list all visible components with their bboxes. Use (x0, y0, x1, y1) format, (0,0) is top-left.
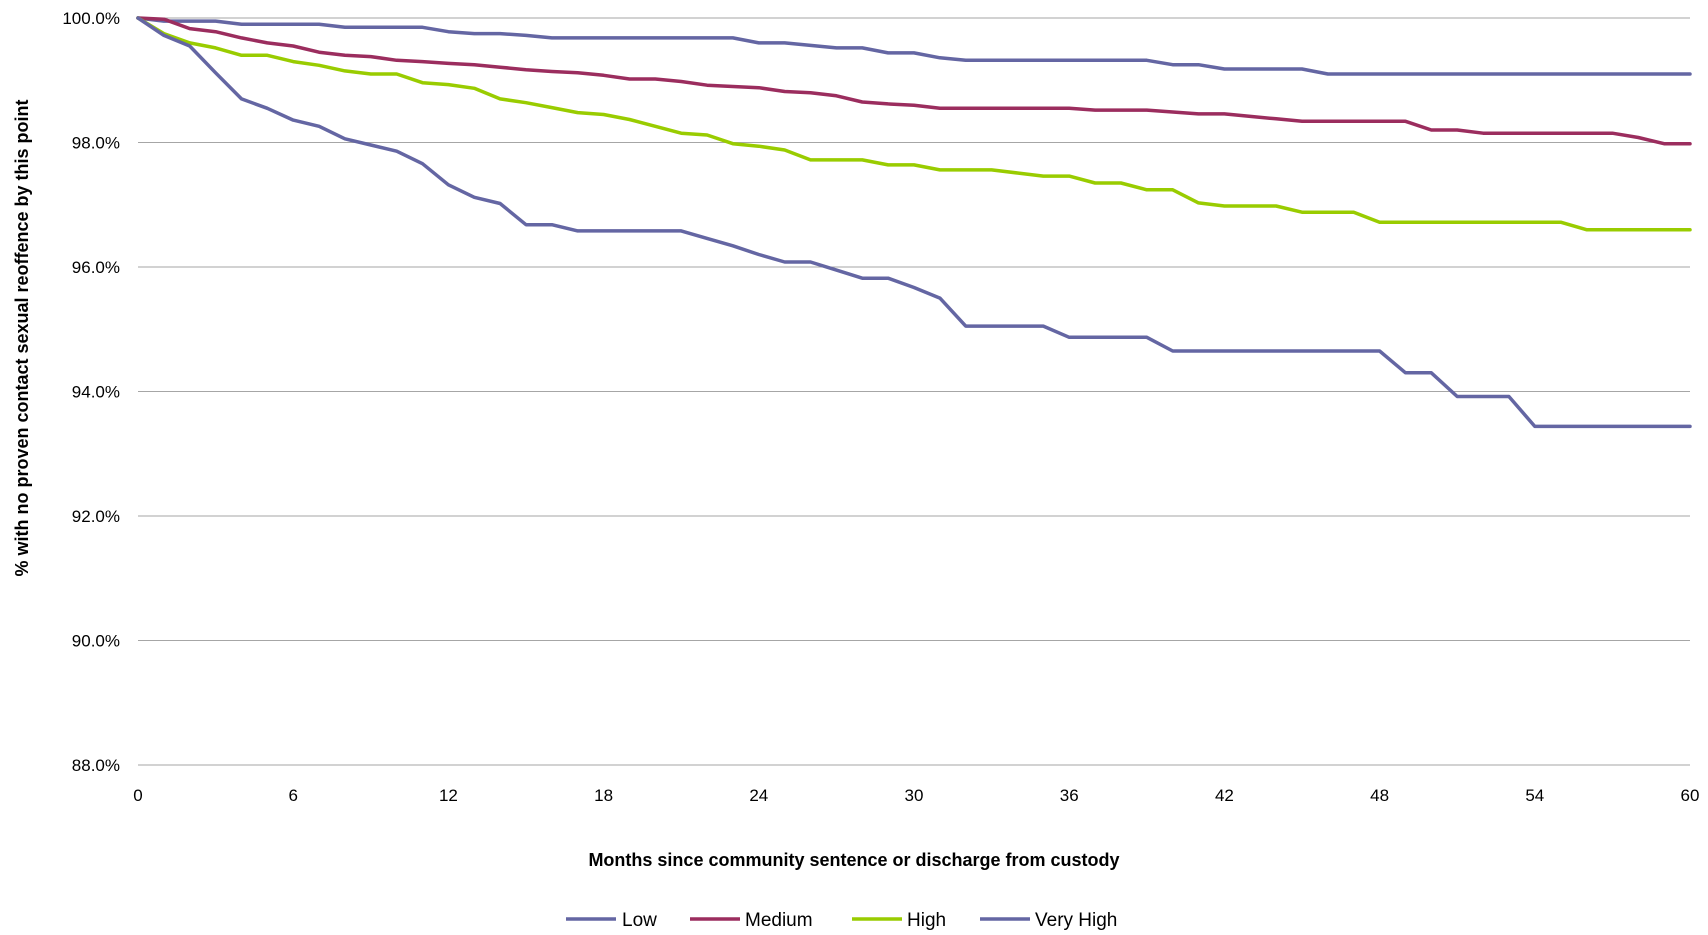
x-axis-title: Months since community sentence or disch… (588, 850, 1119, 870)
x-tick-label: 54 (1525, 786, 1544, 805)
legend: Low Medium High Very High (566, 910, 1117, 931)
x-tick-label: 42 (1215, 786, 1234, 805)
x-tick-label: 60 (1681, 786, 1700, 805)
series-line-low (136, 16, 1692, 76)
x-tick-label: 24 (749, 786, 768, 805)
legend-label-very-high: Very High (1035, 910, 1117, 931)
gridlines (138, 17, 1690, 766)
y-tick-label: 96.0% (72, 258, 120, 277)
x-tick-label: 18 (594, 786, 613, 805)
series-line-high (136, 16, 1692, 232)
x-tick-label: 12 (439, 786, 458, 805)
x-axis-ticks: 0 6 12 18 24 30 36 42 48 54 60 (133, 786, 1699, 805)
y-tick-label: 88.0% (72, 756, 120, 775)
series-line-very-high (136, 16, 1692, 429)
series-lines (136, 16, 1692, 429)
y-axis-ticks: 88.0% 90.0% 92.0% 94.0% 96.0% 98.0% 100.0% (62, 9, 120, 775)
y-tick-label: 92.0% (72, 507, 120, 526)
legend-label-high: High (907, 910, 946, 931)
y-tick-label: 90.0% (72, 632, 120, 651)
series-line-medium (136, 16, 1692, 146)
y-tick-label: 100.0% (62, 9, 120, 28)
y-tick-label: 94.0% (72, 383, 120, 402)
y-tick-label: 98.0% (72, 134, 120, 153)
x-tick-label: 6 (288, 786, 297, 805)
x-tick-label: 36 (1060, 786, 1079, 805)
legend-label-low: Low (622, 910, 657, 931)
x-tick-label: 0 (133, 786, 142, 805)
x-tick-label: 30 (905, 786, 924, 805)
legend-label-medium: Medium (745, 910, 813, 931)
y-axis-title: % with no proven contact sexual reoffenc… (12, 99, 32, 576)
x-tick-label: 48 (1370, 786, 1389, 805)
